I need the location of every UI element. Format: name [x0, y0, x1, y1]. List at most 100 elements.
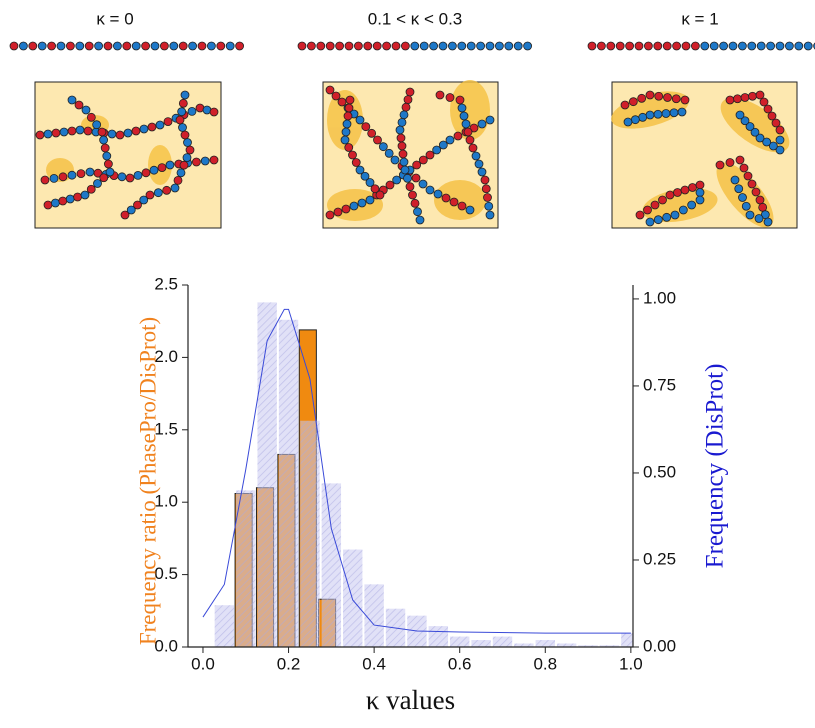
bead [92, 120, 102, 130]
bead [620, 100, 630, 110]
bead [165, 160, 175, 170]
bead [65, 194, 75, 204]
bead [390, 155, 400, 165]
bead [400, 165, 410, 175]
bead [681, 41, 691, 51]
bead [405, 182, 415, 192]
bead [363, 41, 373, 51]
bead [325, 210, 335, 220]
bead [75, 41, 85, 51]
bead [216, 41, 226, 51]
bead [365, 178, 375, 187]
bead [766, 41, 775, 51]
bead [419, 41, 429, 51]
y2-tick-label: 0.75 [643, 375, 676, 394]
bead [178, 123, 187, 132]
bead [763, 217, 773, 227]
x-axis-title: κ values [366, 685, 455, 715]
bead [653, 109, 663, 119]
bead [740, 93, 750, 102]
bead [187, 107, 197, 116]
bead [435, 90, 445, 100]
bead [637, 93, 647, 103]
bead [37, 41, 47, 51]
y-tick-label: 0.0 [154, 636, 178, 655]
bead [445, 135, 455, 145]
bead [615, 41, 625, 51]
bead [677, 107, 687, 117]
bead [103, 41, 113, 51]
y2-tick-label: 1.00 [643, 288, 676, 307]
bead [139, 195, 149, 205]
bead [117, 172, 127, 182]
bead [162, 185, 172, 195]
bead [397, 141, 407, 151]
bead [745, 122, 755, 131]
bead [149, 165, 159, 175]
bead [669, 108, 679, 118]
bead [418, 179, 428, 189]
bead [375, 190, 385, 200]
bead [123, 128, 133, 138]
bead [645, 217, 655, 227]
bead [176, 168, 186, 178]
bead [344, 41, 354, 51]
histogram-bar [599, 645, 620, 647]
bead [504, 41, 514, 51]
bead [100, 143, 110, 153]
bead [80, 190, 90, 200]
box [34, 81, 222, 229]
bead [384, 148, 394, 158]
bead [157, 163, 167, 173]
bead [471, 151, 481, 161]
bead [182, 153, 192, 163]
x-tick-label: 0.2 [277, 654, 301, 673]
bead [367, 128, 377, 138]
bead [94, 41, 103, 51]
bead [74, 100, 84, 110]
bead [662, 212, 672, 222]
histogram-bar [556, 643, 577, 647]
y2-axis-title: Frequency (DisProt) [702, 364, 729, 569]
bead [51, 198, 60, 208]
bead [432, 145, 442, 155]
y2-tick-label: 0.25 [643, 549, 676, 568]
bead [58, 172, 68, 182]
bead [700, 41, 710, 51]
bead [180, 90, 190, 100]
bead [459, 111, 469, 121]
bead [97, 127, 107, 137]
bead [147, 122, 157, 132]
bead [483, 193, 492, 202]
bead [76, 169, 86, 179]
bead [115, 130, 125, 140]
bead [725, 95, 735, 105]
y-tick-label: 2.0 [154, 347, 178, 366]
bead [141, 168, 151, 178]
bead [755, 133, 765, 143]
y-tick-label: 1.0 [154, 492, 178, 511]
bead [738, 41, 747, 51]
bead [418, 155, 428, 165]
histogram-bar [578, 645, 598, 647]
bead [306, 41, 316, 51]
bead [399, 110, 409, 120]
bead [653, 41, 663, 51]
bead [343, 111, 353, 121]
bead [43, 200, 53, 210]
bead [18, 41, 28, 51]
bead [638, 112, 648, 122]
bead [687, 200, 697, 210]
bead [131, 41, 141, 51]
bead [206, 41, 216, 51]
bead [658, 195, 667, 205]
bead [225, 41, 235, 51]
bead [465, 135, 475, 145]
bead [597, 41, 606, 51]
bead [173, 175, 183, 185]
bead [85, 167, 95, 177]
bead [150, 41, 160, 51]
bead [175, 115, 185, 125]
bead [775, 145, 785, 155]
bead [102, 151, 112, 161]
